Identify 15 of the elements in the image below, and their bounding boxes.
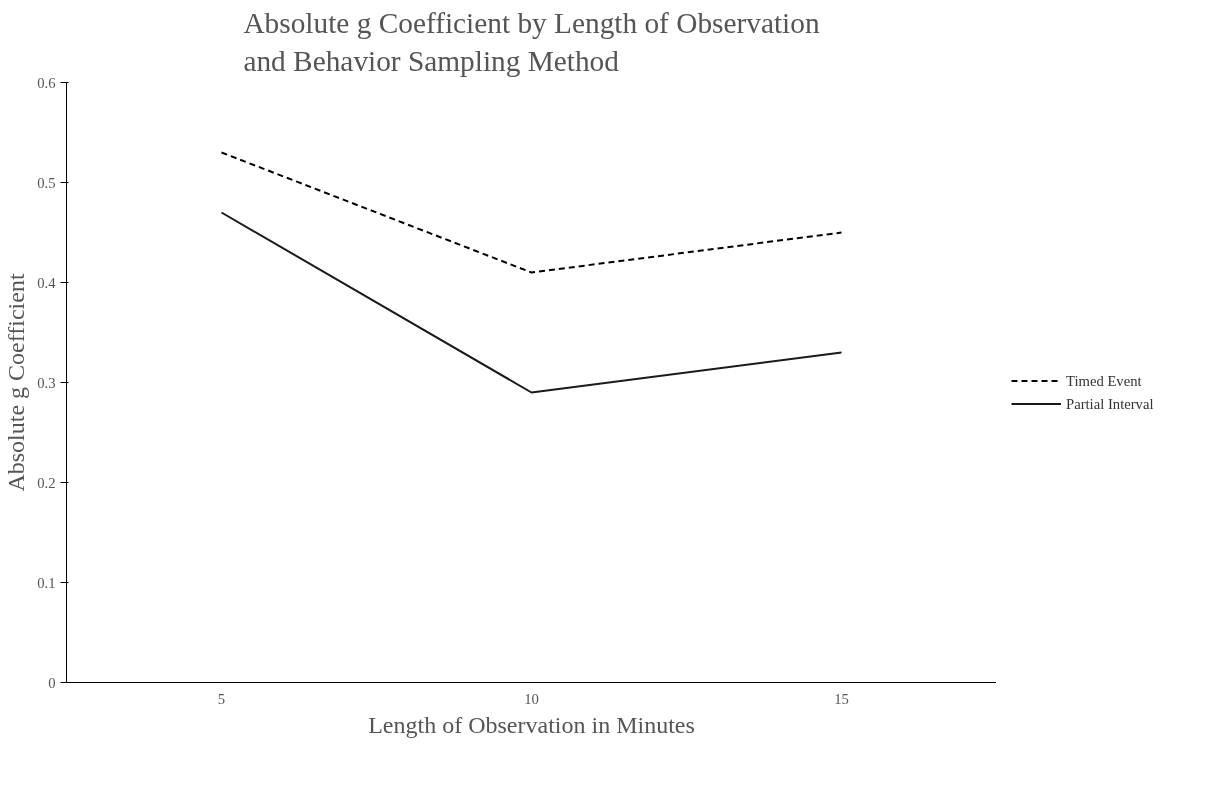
- y-tick-label: 0.2: [37, 474, 56, 491]
- x-axis-title: Length of Observation in Minutes: [368, 711, 695, 738]
- y-tick-label: 0: [48, 674, 56, 691]
- y-axis-title: Absolute g Coefficient: [3, 273, 30, 492]
- x-tick-label: 10: [524, 690, 539, 707]
- x-tick-label: 15: [834, 690, 849, 707]
- legend-label: Partial Interval: [1066, 395, 1154, 412]
- y-tick-label: 0.1: [37, 574, 56, 591]
- y-tick-label: 0.3: [37, 374, 56, 391]
- y-tick-label: 0.4: [37, 274, 57, 291]
- y-tick-label: 0.6: [37, 74, 56, 91]
- x-tick-label: 5: [217, 690, 226, 707]
- chart-title: Absolute g Coefficient by Length of Observation and Behavior Sampling Method: [243, 7, 820, 78]
- legend-label: Timed Event: [1066, 372, 1142, 389]
- y-tick-label: 0.5: [37, 174, 56, 191]
